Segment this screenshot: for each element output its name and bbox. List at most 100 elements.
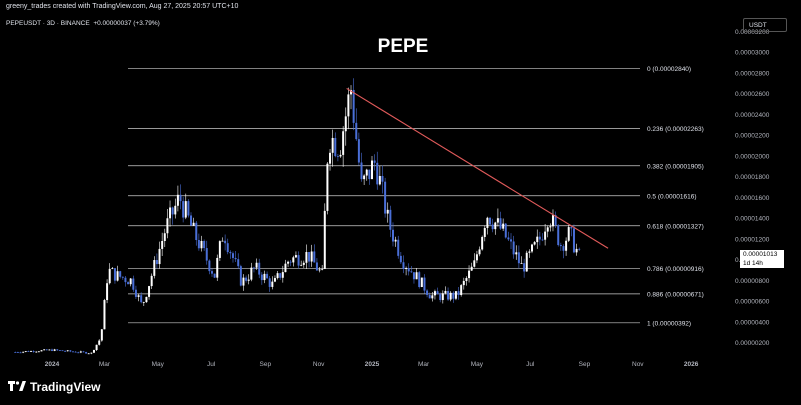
candle-body — [53, 349, 56, 351]
currency-selector[interactable]: USDT — [743, 18, 787, 32]
candle-body — [43, 349, 46, 351]
candle-body — [391, 229, 394, 242]
candle-body — [51, 349, 53, 351]
candle-body — [192, 222, 195, 226]
candle-body — [499, 218, 502, 229]
candle-body — [179, 194, 182, 202]
candle-body — [250, 267, 253, 280]
candle-body — [158, 248, 161, 265]
candle-body — [85, 352, 88, 354]
candle-body — [462, 280, 465, 286]
candle-body — [475, 254, 478, 261]
y-tick-label: 0.00001400 — [735, 216, 770, 223]
candle-body — [64, 350, 67, 352]
candle-body — [405, 268, 408, 269]
candle-body — [132, 278, 135, 290]
candle-body — [415, 272, 418, 280]
candle-body — [195, 222, 198, 241]
candle-body — [24, 351, 27, 352]
candle-body — [525, 252, 528, 272]
x-tick-label: 2025 — [365, 361, 380, 368]
candle-body — [284, 263, 287, 273]
candle-body — [48, 349, 51, 351]
time-axis[interactable]: 2024 Mar May Jul Sep Nov 2025 Mar May Jul Sep Nov 20… — [45, 361, 699, 368]
candle-body — [229, 252, 232, 254]
candle-body — [562, 246, 565, 251]
candle-body — [113, 268, 116, 281]
y-tick-label: 0.00002000 — [735, 153, 770, 160]
fib-label: 1 (0.00000392) — [647, 320, 691, 327]
fib-label: 0.618 (0.00001327) — [647, 223, 704, 230]
candle-body — [334, 137, 337, 157]
candle-body — [279, 273, 282, 278]
y-tick-label: 0.00001600 — [735, 195, 770, 202]
candle-body — [554, 215, 557, 226]
candle-body — [213, 273, 216, 278]
candle-body — [56, 349, 59, 351]
y-tick-label: 0.00002400 — [735, 112, 770, 119]
symbol-info: PEPEUSDT · 3D · BINANCE +0.00000037 (+3.… — [6, 20, 160, 27]
candle-body — [410, 271, 413, 273]
fib-label: 0 (0.00002840) — [647, 66, 691, 73]
candle-body — [331, 137, 334, 153]
candle-body — [216, 257, 219, 278]
candle-body — [420, 277, 423, 288]
y-tick-label: 0.00002600 — [735, 91, 770, 98]
candle-body — [567, 227, 570, 241]
bar-countdown: 1d 14h — [743, 259, 763, 267]
candle-body — [27, 351, 30, 352]
candle-body — [166, 218, 169, 234]
candle-body — [473, 260, 476, 267]
candle-body — [520, 263, 523, 264]
candle-body — [142, 302, 145, 303]
attribution-text: greeny_trades created with TradingView.c… — [6, 3, 239, 10]
candle-body — [231, 253, 234, 258]
candle-body — [572, 228, 575, 253]
candle-body — [14, 352, 17, 353]
candle-body — [310, 251, 313, 262]
candle-body — [171, 207, 174, 215]
candle-body — [347, 94, 350, 117]
candle-body — [95, 344, 98, 351]
y-tick-label: 0.00002800 — [735, 70, 770, 77]
candle-body — [153, 260, 156, 276]
candle-body — [268, 278, 271, 287]
y-tick-label: 0.00000800 — [735, 278, 770, 285]
y-tick-label: 0.00003200 — [735, 29, 770, 36]
candle-body — [163, 233, 166, 242]
y-tick-label: 0.00000200 — [735, 340, 770, 347]
candle-body — [565, 240, 568, 251]
candle-body — [137, 295, 140, 297]
candle-body — [77, 352, 80, 354]
candle-body — [308, 252, 311, 262]
candle-body — [507, 237, 510, 240]
candle-body — [129, 278, 132, 285]
candle-body — [187, 201, 190, 216]
candle-body — [108, 268, 111, 284]
tradingview-logo[interactable]: TradingView — [8, 380, 100, 394]
candle-body — [150, 275, 153, 287]
candle-body — [470, 266, 473, 271]
candle-body — [481, 236, 484, 250]
candle-body — [360, 162, 363, 180]
candle-body — [570, 227, 573, 229]
candle-body — [544, 231, 547, 240]
fib-label: 0.5 (0.00001616) — [647, 193, 697, 200]
candle-body — [378, 176, 381, 185]
candle-body — [449, 292, 452, 300]
candle-body — [237, 259, 240, 267]
candle-body — [318, 269, 321, 271]
price-axis[interactable]: 0.00003200 0.00003000 0.00002800 0.00002600… — [735, 29, 770, 347]
candle-body — [211, 271, 213, 274]
candle-body — [468, 270, 471, 279]
candle-body — [546, 227, 549, 232]
candle-body — [352, 89, 355, 123]
candle-body — [386, 209, 389, 214]
candle-body — [344, 116, 347, 132]
candle-body — [531, 244, 533, 252]
fib-label: 0.236 (0.00002263) — [647, 126, 704, 133]
candle-body — [203, 240, 206, 249]
candle-body — [242, 277, 245, 286]
candle-body — [197, 240, 200, 249]
